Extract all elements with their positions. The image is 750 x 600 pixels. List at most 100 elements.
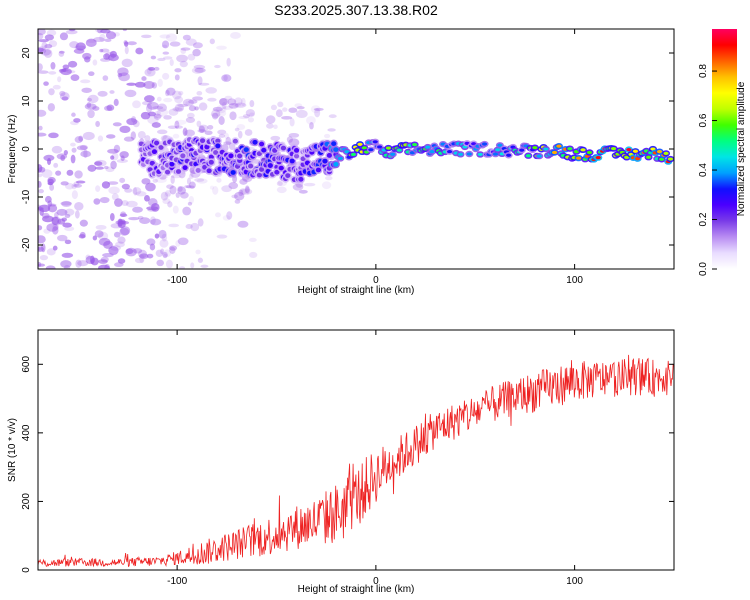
spectrum-noise-blob (185, 38, 197, 46)
spectrum-noise-blob (144, 195, 150, 202)
spectrum-noise-blob (75, 42, 86, 51)
spectrum-noise-blob (182, 98, 194, 107)
spectrum-noise-blob (162, 251, 168, 259)
spectrum-noise-blob (42, 212, 50, 219)
colorbar-tick-label: 0.8 (698, 64, 709, 78)
spectrum-noise-blob (216, 45, 227, 50)
spectrogram-xlabel: Height of straight line (km) (298, 285, 415, 296)
spectrum-noise-blob (146, 101, 159, 110)
spectrum-noise-blob (120, 211, 126, 217)
spectrum-noise-blob (275, 109, 283, 118)
spectrum-noise-blob (60, 260, 72, 268)
spectrum-noise-blob (89, 255, 95, 265)
spectrum-noise-blob (288, 138, 300, 147)
spectrum-noise-blob (49, 184, 55, 191)
spectrum-noise-blob (228, 182, 239, 190)
spectrum-noise-blob (38, 46, 46, 52)
spectrum-noise-blob (68, 60, 78, 68)
spectrum-noise-blob (75, 259, 82, 268)
spectrum-noise-blob (178, 90, 184, 96)
spectrum-noise-blob (146, 206, 159, 211)
spectrum-noise-blob (99, 196, 110, 204)
spectrum-noise-blob (42, 215, 54, 223)
colorbar-label: Normalized spectral amplitude (736, 81, 747, 216)
spectrum-noise-blob (325, 176, 333, 181)
spectrum-noise-blob (186, 112, 195, 119)
spectrum-noise-blob (198, 102, 208, 111)
spectrum-noise-blob (169, 59, 174, 67)
spectrum-noise-blob (198, 124, 209, 132)
spectrum-noise-blob (41, 169, 53, 178)
spectrum-signal-point (357, 142, 363, 146)
spectrum-signal-point (237, 153, 243, 159)
spectrum-noise-blob (51, 216, 60, 225)
spectrum-noise-blob (122, 29, 127, 32)
spectrum-noise-blob (52, 223, 59, 231)
spectrum-noise-blob (119, 125, 131, 134)
spectrum-signal-point (447, 150, 453, 154)
spectrum-noise-blob (169, 246, 176, 254)
spectrum-noise-blob (303, 182, 316, 187)
spectrum-noise-blob (82, 52, 92, 60)
spectrum-signal-point (497, 143, 503, 147)
spectrum-noise-blob (234, 97, 243, 106)
spectrum-noise-blob (174, 120, 180, 129)
spectrum-noise-blob (124, 41, 129, 47)
spectrum-signal-point (385, 146, 391, 150)
spectrum-noise-blob (236, 123, 246, 130)
spectrum-signal-point (333, 147, 339, 152)
spectrum-noise-blob (106, 104, 115, 111)
spectrum-noise-blob (128, 216, 140, 221)
spectrum-noise-blob (169, 245, 178, 251)
spectrum-signal-point (361, 146, 367, 150)
spectrum-noise-blob (169, 185, 177, 195)
spectrum-noise-blob (177, 186, 183, 192)
spectrum-noise-blob (153, 114, 163, 119)
spectrum-noise-blob (170, 175, 175, 185)
spectrum-noise-blob (60, 181, 69, 186)
spectrum-noise-blob (174, 119, 187, 125)
spectrum-noise-blob (197, 129, 207, 133)
spectrum-noise-blob (174, 96, 184, 104)
spectrum-noise-blob (45, 265, 56, 269)
spectrum-noise-blob (197, 257, 204, 263)
spectrum-noise-blob (109, 50, 117, 58)
spectrum-signal-point (586, 150, 593, 155)
spectrum-noise-blob (321, 181, 332, 190)
spectrum-noise-blob (40, 48, 52, 56)
spectrum-signal-point (372, 140, 378, 144)
snr-ylabel: SNR (10 * v/v) (7, 418, 18, 482)
spectrum-noise-blob (38, 39, 49, 43)
spectrum-noise-blob (153, 113, 162, 120)
spectrum-noise-blob (177, 186, 186, 195)
spectrum-noise-blob (94, 230, 104, 238)
spectrum-noise-blob (173, 106, 180, 112)
spectrum-signal-point (280, 145, 287, 151)
spectrum-noise-blob (123, 136, 135, 142)
spectrum-signal-point (326, 153, 332, 158)
spectrum-noise-blob (282, 107, 288, 112)
spectrum-noise-blob (80, 79, 91, 84)
spectrum-noise-blob (141, 178, 151, 185)
spectrum-noise-blob (124, 46, 129, 55)
spectrum-noise-blob (64, 239, 72, 245)
spectrum-noise-blob (113, 231, 121, 238)
spectrum-noise-blob (61, 96, 69, 101)
spectrum-noise-blob (38, 225, 43, 231)
spectrum-noise-blob (229, 111, 237, 121)
spectrum-noise-blob (194, 106, 199, 111)
spectrum-noise-blob (50, 61, 56, 70)
spectrum-noise-blob (238, 189, 244, 197)
spectrum-noise-blob (134, 81, 146, 88)
spectrum-noise-blob (38, 32, 44, 40)
spectrum-noise-blob (147, 111, 156, 117)
spectrum-noise-blob (100, 48, 110, 53)
spectrum-signal-point (663, 151, 669, 155)
spectrum-noise-blob (215, 109, 227, 117)
spectrum-noise-blob (193, 64, 206, 70)
spectrum-noise-blob (93, 198, 101, 205)
spectrum-noise-blob (59, 92, 70, 101)
spectrum-noise-blob (188, 195, 194, 205)
spectrum-noise-blob (63, 264, 71, 269)
